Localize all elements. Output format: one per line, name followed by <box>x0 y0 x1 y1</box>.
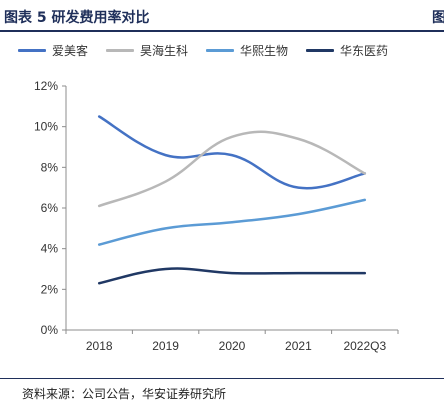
legend-item: 爱美客 <box>18 42 88 59</box>
y-tick-label: 0% <box>41 323 59 337</box>
series-line <box>97 115 367 190</box>
series-line <box>97 267 367 285</box>
legend-swatch <box>306 48 335 52</box>
series-line <box>97 130 367 208</box>
y-tick-label: 10% <box>34 120 58 134</box>
x-tick-label: 2019 <box>152 339 179 353</box>
chart-header: 图表 5 研发费用率对比 图 <box>0 0 444 32</box>
figure-title-fragment: 图 <box>432 10 444 26</box>
chart-legend: 爱美客 昊海生科 华熙生物 华东医药 <box>18 40 388 60</box>
legend-item: 华熙生物 <box>206 42 288 59</box>
legend-swatch <box>206 48 235 52</box>
legend-item: 昊海生科 <box>106 42 188 59</box>
series-line <box>97 198 367 246</box>
header-rule <box>0 30 444 32</box>
legend-swatch <box>18 48 46 52</box>
line-chart: 0% 2% 4% 6% 8% 10% 12% 2018 2019 2020 2021 2022Q3 <box>34 79 399 353</box>
legend-swatch <box>106 48 135 52</box>
legend-label: 昊海生科 <box>140 43 189 58</box>
y-tick-label: 2% <box>41 282 59 296</box>
legend-label: 华熙生物 <box>240 43 289 58</box>
y-tick-label: 8% <box>41 160 59 174</box>
x-tick-label: 2021 <box>285 339 312 353</box>
x-tick-label: 2018 <box>86 339 113 353</box>
legend-label: 爱美客 <box>52 43 89 58</box>
source-note: 资料来源：公司公告，华安证券研究所 <box>22 387 227 401</box>
legend-label: 华东医药 <box>340 43 389 58</box>
y-tick-label: 4% <box>41 242 59 256</box>
footer-rule <box>0 378 444 379</box>
y-tick-label: 12% <box>34 79 58 93</box>
legend-item: 华东医药 <box>306 42 388 59</box>
figure-title: 图表 5 研发费用率对比 <box>4 10 150 26</box>
x-tick-label: 2022Q3 <box>343 339 386 353</box>
y-tick-label: 6% <box>41 201 59 215</box>
x-tick-label: 2020 <box>219 339 246 353</box>
